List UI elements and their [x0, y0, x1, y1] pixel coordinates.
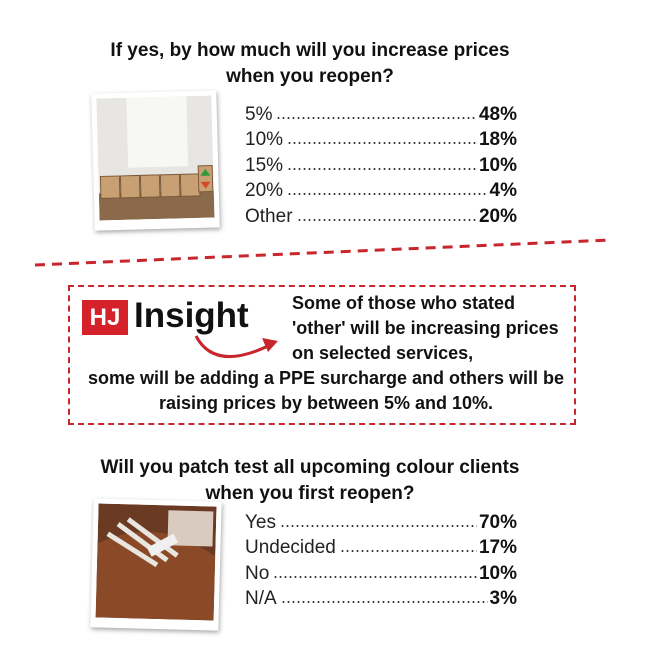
- price-image: [96, 95, 215, 221]
- answer-value: 10%: [478, 562, 517, 584]
- divider: [34, 238, 611, 267]
- answer-value: 48%: [478, 103, 517, 125]
- logo-mark: HJ: [82, 300, 128, 335]
- answer-row: No 10%: [245, 559, 517, 585]
- answer-value: 18%: [478, 129, 517, 150]
- answer-label: Yes: [245, 511, 276, 533]
- leader-dots: [280, 600, 488, 604]
- answer-row: 5% 48%: [245, 100, 517, 126]
- answer-value: 4%: [489, 180, 517, 201]
- leader-dots: [287, 166, 477, 171]
- answer-label: No: [245, 562, 270, 584]
- answer-label: N/A: [245, 588, 277, 609]
- leader-dots: [339, 549, 477, 553]
- arrow: [194, 335, 271, 359]
- answer-row: N/A 3%: [245, 585, 517, 611]
- answer-row: 20% 4%: [245, 177, 517, 203]
- answer-label: 10%: [245, 129, 284, 150]
- question: If yes, by how much will you increase pr…: [110, 40, 510, 87]
- answer-label: 15%: [245, 154, 284, 176]
- answer-value: 3%: [489, 588, 517, 609]
- answer-row: 15% 10%: [245, 151, 517, 177]
- arrow-head: [262, 338, 278, 352]
- answer-list: 5% 48% 10% 18% 15% 10% 20% 4% Other 20%: [245, 100, 517, 228]
- leader-dots: [296, 217, 477, 222]
- leader-dots: [280, 523, 477, 528]
- leader-dots: [273, 574, 477, 579]
- question: Will you patch test all upcoming colour …: [100, 457, 520, 504]
- answer-label: Undecided: [245, 537, 336, 558]
- logo-word: Insight: [134, 296, 249, 335]
- answer-list: Yes 70% Undecided 17% No 10% N/A 3%: [245, 508, 517, 610]
- leader-dots: [287, 192, 488, 196]
- insight-text: some will be adding a PPE surcharge and …: [87, 368, 565, 413]
- answer-value: 17%: [478, 537, 517, 558]
- answer-row: Yes 70%: [245, 508, 517, 534]
- insight-text: Some of those who stated 'other' will be…: [292, 293, 559, 363]
- leader-dots: [276, 115, 477, 120]
- answer-label: 20%: [245, 180, 284, 201]
- answer-label: Other: [245, 205, 293, 227]
- answer-row: 10% 18%: [245, 126, 517, 152]
- leader-dots: [287, 141, 477, 145]
- hair-image: [95, 503, 217, 621]
- photo: [91, 90, 220, 231]
- answer-row: Other 20%: [245, 202, 517, 228]
- photo: [90, 498, 222, 631]
- answer-value: 20%: [478, 205, 517, 227]
- answer-row: Undecided 17%: [245, 534, 517, 560]
- answer-value: 10%: [478, 154, 517, 176]
- insight-box: [68, 285, 576, 425]
- answer-label: 5%: [245, 103, 273, 125]
- answer-value: 70%: [478, 511, 517, 533]
